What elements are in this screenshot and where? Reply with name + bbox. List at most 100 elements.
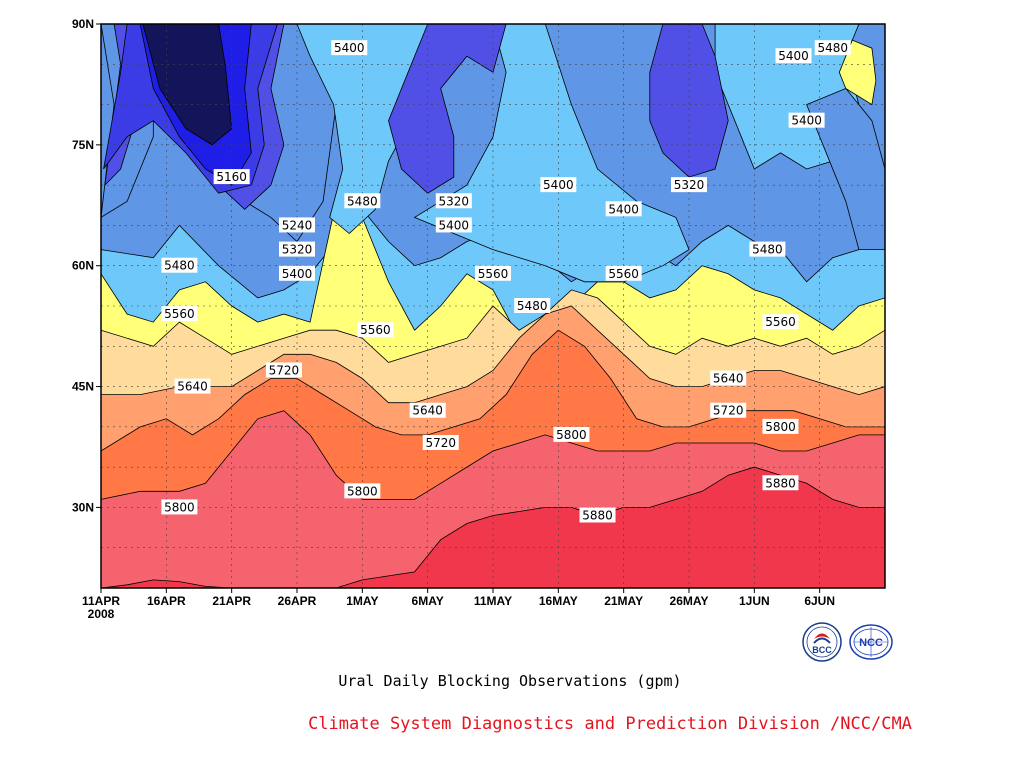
contour-label-text: 5400 <box>791 114 822 128</box>
contour-label: 5800 <box>161 499 198 515</box>
contour-label: 5400 <box>540 177 577 193</box>
contour-label-bg <box>161 306 198 322</box>
contour-label-text: 5160 <box>216 170 247 184</box>
contour-label-bg <box>409 402 446 418</box>
contour-label-text: 5480 <box>347 194 378 208</box>
bcc-logo-text: BCC <box>812 645 832 655</box>
contour-label: 5560 <box>762 314 799 330</box>
axis-ticks: 11APR 16APR 21APR 26APR 1MAY 6MAY 11MAY 16MAY 21… <box>72 17 835 621</box>
x-tick-label: 26MAY <box>670 594 709 608</box>
contour-label: 5480 <box>514 298 551 313</box>
contour-label-text: 5320 <box>439 194 470 208</box>
ncc-logo-text: NCC <box>859 637 883 649</box>
contour-label-text: 5800 <box>164 500 195 514</box>
contour-label: 5800 <box>344 483 381 499</box>
contour-label-bg <box>475 265 511 281</box>
contour-label-text: 5880 <box>765 476 796 490</box>
contour-label-text: 5400 <box>282 267 313 281</box>
contour-label-text: 5880 <box>582 508 613 522</box>
contour-label-bg <box>788 112 825 128</box>
contour-label-text: 5400 <box>608 202 639 216</box>
contour-label-bg <box>605 201 642 217</box>
contour-label: 5480 <box>161 257 198 273</box>
contour-label: 5480 <box>749 241 786 257</box>
contour-label-bg <box>553 426 590 442</box>
grid-lines <box>101 24 885 588</box>
year-label: 2008 <box>88 607 115 621</box>
contour-label: 5400 <box>279 265 315 281</box>
contour-label-text: 5480 <box>752 243 783 257</box>
contour-label-bg <box>710 402 747 418</box>
contour-label-text: 5800 <box>347 484 378 498</box>
contour-label: 5320 <box>671 177 707 193</box>
contour-label: 5400 <box>605 201 642 217</box>
x-tick-label: 26APR <box>278 594 317 608</box>
contour-label-bg <box>161 499 198 515</box>
contour-blob-5160- <box>142 23 233 146</box>
contour-label-bg <box>762 418 799 434</box>
contour-label-text: 5720 <box>713 404 744 418</box>
y-tick-label: 60N <box>72 259 94 273</box>
ncc-logo-icon: NCC <box>849 624 893 660</box>
contour-label: 5480 <box>814 40 851 56</box>
contour-label: 5400 <box>435 217 472 233</box>
contour-label-text: 5560 <box>478 267 509 281</box>
contour-blob-5320 <box>388 23 507 194</box>
contour-label: 5400 <box>775 48 812 64</box>
contour-label-bg <box>279 217 315 233</box>
x-tick-label: 21MAY <box>604 594 643 608</box>
contour-label-bg <box>279 265 315 281</box>
x-tick-label: 6JUN <box>804 594 835 608</box>
contour-label-text: 5560 <box>360 323 391 337</box>
contour-label: 5720 <box>422 434 459 450</box>
contour-label-bg <box>344 483 381 499</box>
contour-label: 5560 <box>605 265 642 281</box>
contour-label-text: 5320 <box>282 243 313 257</box>
contour-label-bg <box>265 362 302 378</box>
bcc-logo-icon: BCC <box>802 622 842 662</box>
contour-label-bg <box>344 193 381 209</box>
x-tick-label: 16APR <box>147 594 186 608</box>
contour-label-bg <box>605 265 642 281</box>
contour-label: 5800 <box>553 426 590 442</box>
contour-label: 5320 <box>279 241 315 257</box>
contour-label: 5480 <box>344 193 381 209</box>
contour-label-bg <box>762 475 799 491</box>
contour-label-bg <box>422 434 459 450</box>
contour-label-text: 5480 <box>817 41 848 55</box>
contour-label-bg <box>161 257 198 273</box>
contour-label-bg <box>749 241 786 257</box>
x-tick-label: 6MAY <box>412 594 444 608</box>
contour-label-text: 5720 <box>269 363 300 377</box>
contour-label-text: 5400 <box>543 178 574 192</box>
contour-label-text: 5640 <box>177 380 208 394</box>
contour-blob-5480 <box>413 23 690 283</box>
contour-label-bg <box>775 48 812 64</box>
contour-label-text: 5640 <box>713 372 744 386</box>
contour-label: 5640 <box>174 378 211 394</box>
chart-credit: Climate System Diagnostics and Predictio… <box>308 714 912 734</box>
contour-blob-5320 <box>649 23 729 178</box>
contour-label: 5400 <box>331 40 368 56</box>
contour-label: 5880 <box>579 507 616 523</box>
contour-label-bg <box>514 298 551 313</box>
contour-label-text: 5320 <box>674 178 705 192</box>
x-tick-label: 11MAY <box>474 594 512 608</box>
y-tick-label: 75N <box>72 138 94 152</box>
y-tick-label: 90N <box>72 17 94 31</box>
contour-label-text: 5480 <box>517 299 548 313</box>
contour-label-text: 5720 <box>425 436 456 450</box>
contour-label-bg <box>710 370 747 386</box>
x-tick-label: 1JUN <box>739 594 770 608</box>
contour-label-bg <box>540 177 577 193</box>
contour-label: 5720 <box>265 362 302 378</box>
contour-label: 5320 <box>435 193 472 209</box>
bcc-logo: BCC <box>802 622 842 662</box>
contour-label-bg <box>814 40 851 56</box>
contour-label-bg <box>279 241 315 257</box>
contour-label: 5640 <box>710 370 747 386</box>
contour-label-bg <box>579 507 616 523</box>
contour-blob-5560 <box>838 39 877 106</box>
contour-label-text: 5560 <box>608 267 639 281</box>
